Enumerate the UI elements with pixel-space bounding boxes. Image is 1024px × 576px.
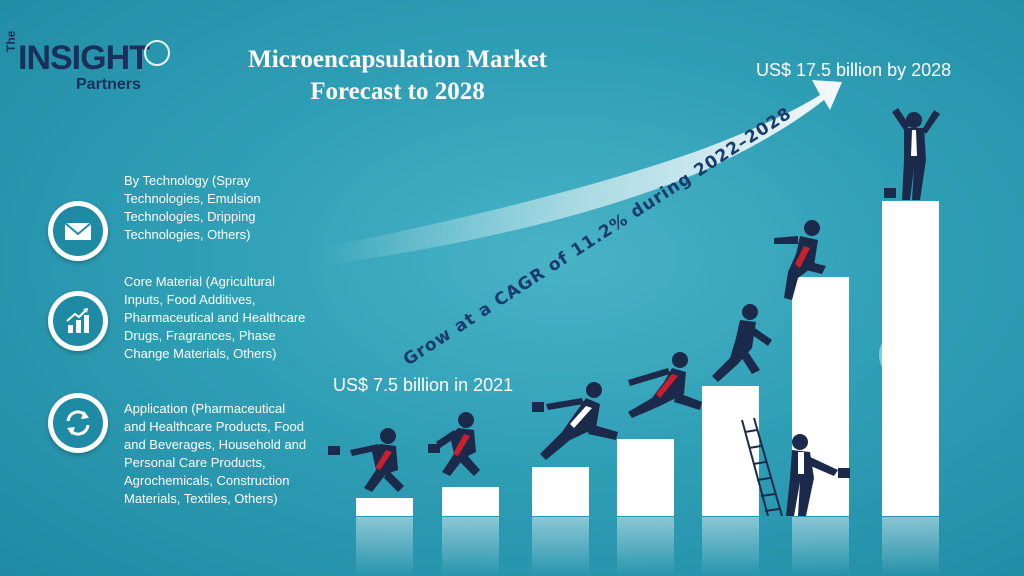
step-bar-4 [617, 439, 674, 516]
growth-chart-icon [66, 308, 89, 333]
step-bar-7 [882, 201, 939, 516]
businessman-2 [428, 412, 480, 476]
segment-icon-badge [48, 201, 108, 261]
segment-core-material-text: Core Material (Agricultural Inputs, Food… [124, 274, 306, 361]
businessman-6 [774, 220, 826, 300]
logo-partners-text: Partners [76, 76, 141, 93]
exchange-arrows-icon [66, 410, 90, 436]
logo-ring-icon [144, 40, 170, 66]
target-value-label: US$ 17.5 billion by 2028 [756, 60, 952, 80]
segment-icon-badge [48, 291, 108, 351]
segment-icon-badge [48, 393, 108, 453]
logo-insight-text: INSIGHT [18, 39, 150, 77]
step-bar-1 [356, 498, 413, 516]
businessman-figures [328, 108, 940, 516]
step-reflections [356, 517, 939, 576]
page-title: Microencapsulation Market Forecast to 20… [200, 44, 595, 108]
growth-arrow [320, 80, 842, 266]
segment-technology-text: By Technology (Spray Technologies, Emuls… [124, 173, 261, 242]
base-value-label: US$ 7.5 billion in 2021 [333, 375, 514, 395]
step-bar-3 [532, 467, 589, 516]
ladder-icon [741, 417, 783, 517]
step-bar-2 [442, 487, 499, 516]
segment-application-text: Application (Pharmaceutical and Healthca… [124, 401, 307, 506]
title-line-1: Microencapsulation Market [248, 46, 547, 73]
businessman-7 [786, 434, 850, 516]
businessman-3 [532, 382, 618, 460]
businessman-5 [712, 304, 772, 382]
envelope-icon [64, 222, 92, 240]
step-bars [356, 201, 939, 516]
businessman-4 [628, 352, 702, 418]
businessman-1 [328, 428, 404, 492]
company-logo: The INSIGHT Partners [4, 31, 174, 102]
title-line-2: Forecast to 2028 [310, 78, 485, 105]
businessman-8 [884, 108, 940, 200]
